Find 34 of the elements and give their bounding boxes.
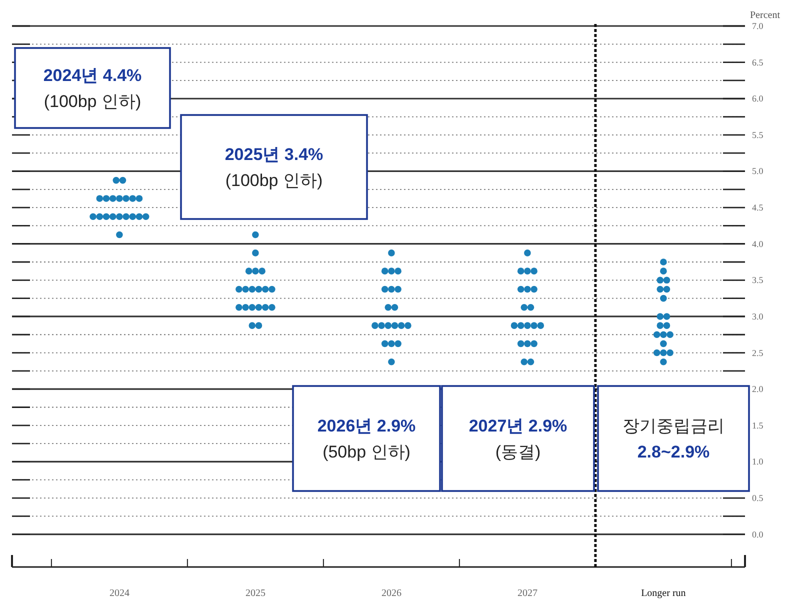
picture-tick-marks: 7.0 (12, 21, 764, 31)
annotation: 장기중립금리 2.8~2.9% (597, 385, 750, 492)
y-tick-label: 2.5 (752, 348, 764, 358)
y-tick-label: 1.5 (752, 420, 764, 430)
y-tick-label: 3.0 (752, 311, 764, 322)
x-tick-label: Longer run (641, 588, 686, 599)
annotation: 2027년 2.9% (동결) (441, 385, 595, 492)
annotation: 장기중립금리 2.8~2.9% (622, 416, 724, 462)
y-tick-label: 5.5 (752, 130, 764, 140)
y-tick-label: 6.5 (752, 57, 764, 68)
y-tick-label: 6.0 (752, 94, 764, 104)
annotation: 2027년 2.9% (동결) (468, 416, 568, 462)
picture-tick-marks: 0.5 (12, 493, 764, 504)
x-tick-label: 2027 (517, 588, 538, 599)
picture-tick-marks: 0.0 (12, 529, 764, 540)
y-tick-label: 4.0 (752, 238, 764, 249)
y-tick-label: 0.5 (752, 493, 764, 504)
y-axis-title: Percent (750, 10, 780, 21)
x-tick-label: 2025 (245, 588, 266, 599)
y-tick-label: 7.0 (752, 21, 764, 31)
y-tick-label: 1.0 (752, 456, 764, 467)
y-tick-label: 4.5 (752, 202, 764, 213)
y-tick-label: 3.5 (752, 275, 764, 286)
y-tick-label: 0.0 (752, 529, 764, 540)
x-tick-label: 2026 (381, 588, 402, 599)
annotation: 2024년 4.4% (100bp 인하) (43, 66, 142, 111)
picture-tick-marks: 3.5 (12, 275, 764, 286)
picture-tick-marks: 2.5 (12, 348, 764, 358)
picture-tick-marks: 4.0 (12, 238, 764, 249)
annotation: 2024년 4.4% (100bp 인하) (14, 47, 171, 129)
y-tick-label: 5.0 (752, 166, 764, 176)
x-tick-label: 2024 (109, 588, 130, 599)
y-tick-label: 2.0 (752, 384, 764, 394)
picture-tick-marks: 3.0 (12, 311, 764, 322)
